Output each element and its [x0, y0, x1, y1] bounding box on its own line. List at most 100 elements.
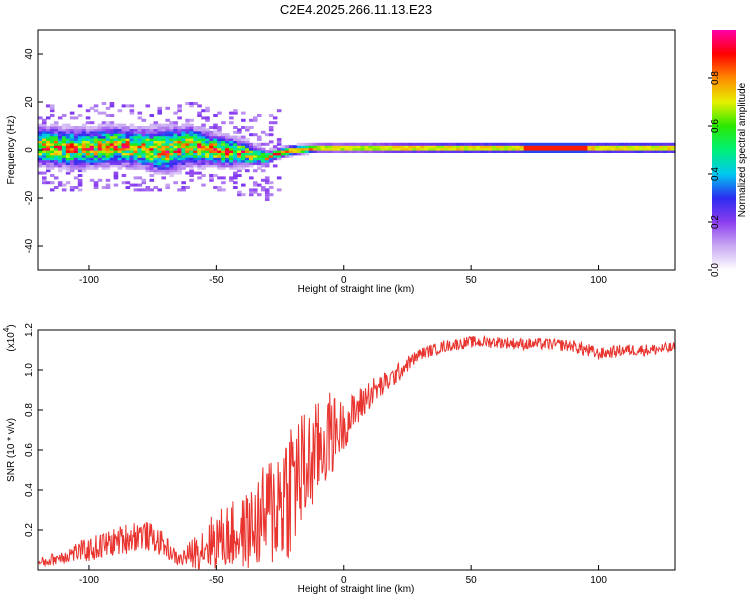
- spectrogram-cell: [611, 147, 616, 151]
- spectrogram-cell: [193, 138, 198, 141]
- spectrogram-cell: [205, 138, 210, 141]
- spectrogram-cell: [149, 152, 155, 156]
- spectrogram-cell: [101, 157, 107, 161]
- spectrogram-cell: [101, 147, 107, 151]
- spectrogram-cell: [603, 150, 608, 153]
- svg-text:(x104): (x104): [2, 324, 17, 351]
- spectrogram-cell: [221, 154, 226, 158]
- spectrogram-cell: [109, 140, 115, 144]
- spectrogram-cell: [89, 130, 95, 134]
- spectrogram-cell: [145, 128, 151, 132]
- spectrogram-cell: [268, 159, 274, 163]
- spectrogram-cell: [404, 142, 409, 146]
- spectrogram-cell: [49, 159, 55, 163]
- spectrogram-cell: [81, 162, 87, 165]
- spectrogram-cell: [101, 159, 107, 163]
- spectrogram-cell: [217, 166, 222, 170]
- spectrogram-cell: [49, 181, 55, 185]
- spectrogram-cell: [324, 142, 330, 146]
- spectrogram-cell: [284, 152, 290, 156]
- spectrogram-cell: [145, 186, 151, 189]
- spectrogram-cell: [133, 176, 139, 180]
- spectrogram-cell: [85, 159, 91, 163]
- spectrogram-cell: [109, 147, 115, 151]
- spectrogram-cell: [65, 162, 71, 165]
- spectrogram-cell: [133, 142, 139, 146]
- spectrogram-cell: [563, 150, 569, 153]
- spectrogram-cell: [627, 147, 632, 151]
- spectrogram-cell: [38, 138, 43, 141]
- spectrogram-cell: [185, 128, 190, 132]
- spectrogram-cell: [169, 135, 174, 139]
- spectrogram-cell: [101, 142, 107, 146]
- spectrogram-cell: [77, 130, 83, 134]
- spectrogram-cell: [260, 169, 266, 173]
- spectrogram-cell: [121, 135, 127, 139]
- spectrogram-cell: [41, 150, 47, 153]
- spectrogram-cell: [81, 164, 87, 168]
- snr-x-tick-label: 0: [341, 575, 347, 586]
- spectrogram-cell: [57, 130, 63, 134]
- spectrogram-cell: [121, 133, 127, 137]
- snr-x-label: Height of straight line (km): [298, 584, 415, 595]
- spectrogram-cell: [217, 130, 222, 134]
- spectrogram-cell: [237, 145, 242, 149]
- spectrogram-cell: [276, 140, 282, 144]
- spectrogram-x-tick-label: -100: [79, 275, 99, 286]
- spectrogram-cell: [53, 133, 59, 137]
- spectrogram-cell: [177, 126, 182, 129]
- spectrogram-cell: [408, 142, 413, 146]
- spectrogram-cell: [209, 126, 214, 129]
- spectrogram-cell: [384, 150, 389, 153]
- spectrogram-cell: [53, 123, 59, 127]
- spectrogram-cell: [487, 145, 493, 149]
- spectrogram-cell: [428, 142, 433, 146]
- spectrogram-cell: [233, 111, 238, 115]
- spectrogram-cell: [511, 142, 517, 146]
- spectrogram-cell: [185, 186, 190, 189]
- spectrogram-cell: [165, 118, 170, 122]
- spectrogram-cell: [121, 145, 127, 149]
- spectrogram-cell: [177, 169, 182, 173]
- spectrogram-cell: [328, 150, 334, 153]
- spectrogram-cell: [639, 150, 644, 153]
- spectrogram-cell: [129, 126, 135, 129]
- spectrogram-cell: [205, 135, 210, 139]
- spectrogram-cell: [471, 145, 477, 149]
- spectrogram-cell: [189, 142, 194, 146]
- spectrogram-cell: [65, 169, 71, 173]
- spectrogram-cell: [189, 169, 194, 173]
- spectrogram-cell: [272, 152, 278, 156]
- spectrogram-cell: [623, 142, 628, 146]
- spectrogram-cell: [217, 186, 222, 189]
- spectrogram-cell: [57, 169, 63, 173]
- spectrogram-cell: [45, 162, 51, 165]
- spectrogram-cell: [69, 126, 75, 129]
- spectrogram-cell: [252, 150, 258, 153]
- spectrogram-cell: [189, 159, 194, 163]
- spectrogram-cell: [101, 111, 107, 115]
- spectrogram-cell: [260, 150, 266, 153]
- spectrogram-cell: [89, 147, 95, 151]
- spectrogram-cell: [73, 157, 79, 161]
- spectrogram-cell: [101, 133, 107, 137]
- spectrogram-cell: [252, 133, 258, 137]
- spectrogram-cell: [304, 145, 310, 149]
- spectrogram-cell: [185, 152, 190, 156]
- spectrogram-cell: [221, 159, 226, 163]
- spectrogram-cell: [619, 150, 624, 153]
- spectrogram-cell: [260, 162, 266, 165]
- spectrogram-cell: [245, 126, 250, 129]
- spectrogram-cell: [205, 106, 210, 110]
- spectrogram-cell: [643, 142, 648, 146]
- spectrogram-cell: [133, 126, 139, 129]
- spectrogram-cell: [173, 164, 178, 168]
- spectrogram-cell: [531, 150, 537, 153]
- spectrogram-cell: [436, 142, 441, 146]
- spectrogram-cell: [205, 150, 210, 153]
- spectrogram-cell: [213, 140, 218, 144]
- spectrogram-cell: [177, 152, 182, 156]
- spectrogram-cell: [189, 133, 194, 137]
- spectrogram-cell: [260, 164, 266, 168]
- spectrogram-cell: [165, 157, 170, 161]
